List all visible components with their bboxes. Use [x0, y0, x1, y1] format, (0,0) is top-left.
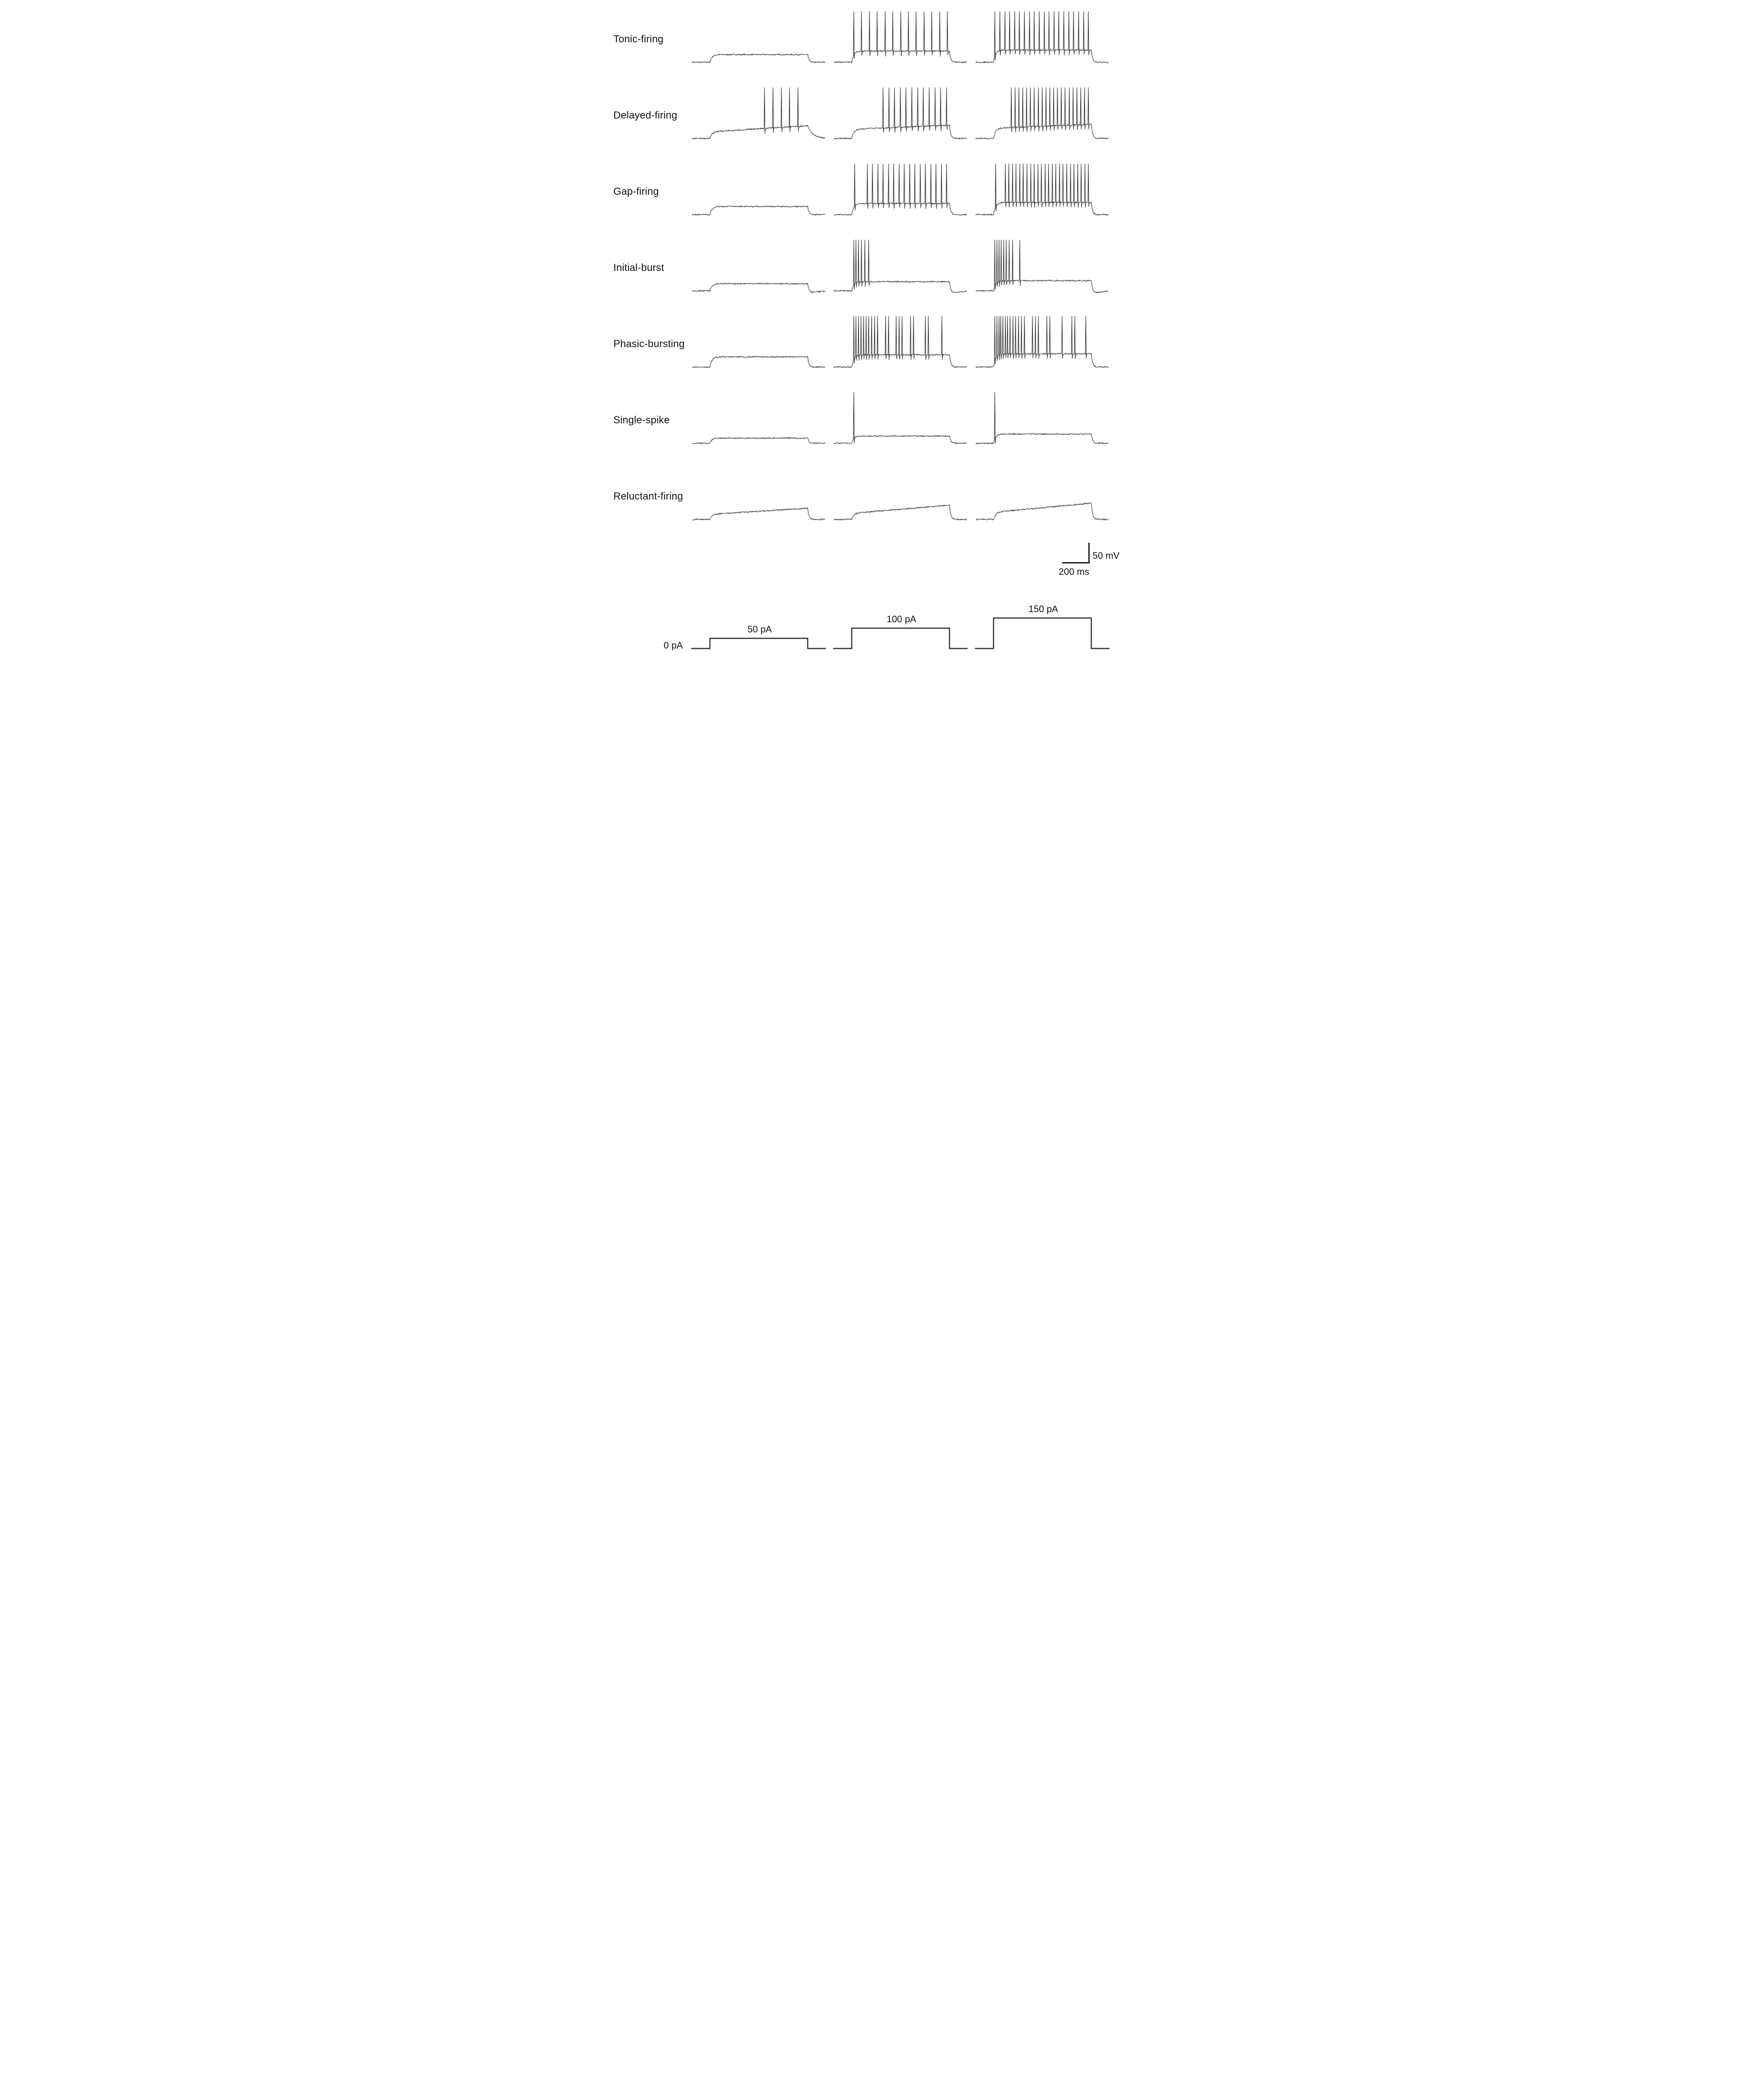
voltage-scale-label: 50 mV [1093, 550, 1120, 561]
trace-canvas-single-spike-50pA [689, 390, 828, 458]
trace-cell [689, 162, 831, 229]
trace-cell [831, 86, 972, 153]
trace-cell [972, 162, 1114, 229]
scale-bar: 50 mV 200 ms [1059, 543, 1126, 581]
row-label-delayed-firing: Delayed-firing [613, 110, 677, 121]
trace-cell [831, 390, 972, 458]
trace-canvas-tonic-150pA [972, 9, 1112, 77]
time-scale-label: 200 ms [1059, 566, 1090, 577]
trace-canvas-tonic-50pA [689, 9, 828, 77]
trace-canvas-single-spike-150pA [972, 390, 1112, 458]
trace-cell [831, 162, 972, 229]
row-label-reluctant-firing: Reluctant-firing [613, 491, 683, 502]
stimulus-cell-100pA: 100 pA [831, 593, 972, 657]
trace-canvas-reluctant-50pA [689, 466, 828, 534]
trace-cell [972, 314, 1114, 382]
trace-cell [831, 9, 972, 77]
trace-row-reluctant-firing: Reluctant-firing [604, 462, 1146, 538]
stimulus-row: 0 pA 50 pA 100 pA 150 pA [604, 593, 1146, 657]
trace-cell [689, 86, 831, 153]
trace-cell [689, 9, 831, 77]
trace-cell [831, 466, 972, 534]
trace-canvas-gap-150pA [972, 162, 1112, 229]
trace-cell [972, 238, 1114, 306]
trace-canvas-delayed-150pA [972, 86, 1112, 153]
trace-canvas-gap-100pA [831, 162, 970, 229]
trace-cell [972, 466, 1114, 534]
trace-cell [972, 9, 1114, 77]
trace-cell [689, 314, 831, 382]
trace-canvas-phasic-150pA [972, 314, 1112, 382]
trace-cell [689, 466, 831, 534]
row-label-initial-burst: Initial-burst [613, 262, 664, 273]
trace-row-tonic-firing: Tonic-firing [604, 5, 1146, 81]
stimulus-pulse-canvas-100pA [831, 602, 970, 657]
trace-row-initial-burst: Initial-burst [604, 234, 1146, 310]
trace-canvas-reluctant-100pA [831, 466, 970, 534]
trace-cell [831, 238, 972, 306]
trace-row-delayed-firing: Delayed-firing [604, 81, 1146, 157]
time-scale-bar [1062, 562, 1090, 563]
trace-canvas-initial-burst-150pA [972, 238, 1112, 306]
trace-canvas-phasic-100pA [831, 314, 970, 382]
row-label-single-spike: Single-spike [613, 414, 670, 426]
stimulus-cell-150pA: 150 pA [972, 593, 1114, 657]
row-label-gap-firing: Gap-firing [613, 186, 659, 197]
trace-row-gap-firing: Gap-firing [604, 157, 1146, 234]
trace-row-phasic-bursting: Phasic-bursting [604, 310, 1146, 386]
trace-cell [689, 390, 831, 458]
stimulus-cell-50pA: 50 pA [689, 593, 831, 657]
trace-canvas-tonic-100pA [831, 9, 970, 77]
baseline-current-label: 0 pA [663, 640, 683, 651]
stimulus-pulse-canvas-50pA [689, 602, 828, 657]
stimulus-baseline-cell: 0 pA [604, 593, 689, 657]
voltage-scale-bar [1088, 543, 1090, 563]
trace-canvas-initial-burst-50pA [689, 238, 828, 306]
trace-canvas-reluctant-150pA [972, 466, 1112, 534]
trace-cell [972, 390, 1114, 458]
trace-canvas-delayed-100pA [831, 86, 970, 153]
trace-cell [689, 238, 831, 306]
trace-cell [972, 86, 1114, 153]
row-label-phasic-bursting: Phasic-bursting [613, 338, 685, 350]
electrophysiology-figure: Tonic-firing Delayed-firing Gap-firing I… [604, 0, 1146, 674]
trace-row-single-spike: Single-spike [604, 386, 1146, 462]
trace-canvas-delayed-50pA [689, 86, 828, 153]
trace-canvas-phasic-50pA [689, 314, 828, 382]
trace-canvas-gap-50pA [689, 162, 828, 229]
row-label-tonic-firing: Tonic-firing [613, 33, 664, 45]
stimulus-pulse-canvas-150pA [972, 602, 1112, 657]
trace-cell [831, 314, 972, 382]
trace-canvas-initial-burst-100pA [831, 238, 970, 306]
trace-canvas-single-spike-100pA [831, 390, 970, 458]
